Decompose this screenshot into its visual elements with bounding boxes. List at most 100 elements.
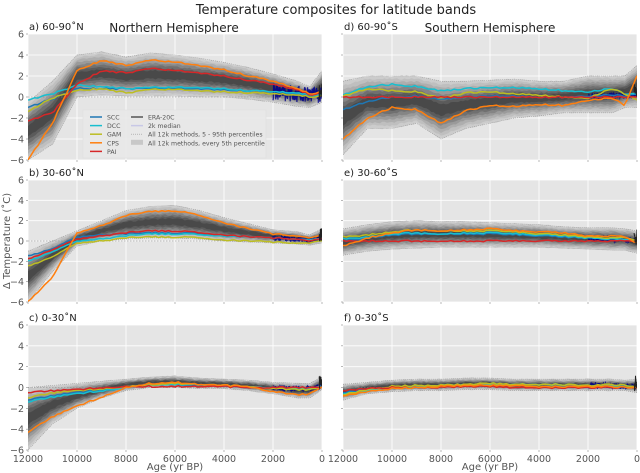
x-tick-label: 6000	[163, 454, 187, 465]
legend-label: DCC	[107, 123, 120, 130]
legend-swatch	[131, 139, 143, 145]
y-tick-label: 4	[18, 341, 24, 352]
series-line-pai	[28, 229, 322, 260]
y-tick-label: 6	[18, 321, 24, 332]
panel-d: d) 60-90˚S	[341, 21, 638, 162]
x-tick-label: 12000	[328, 454, 358, 465]
y-tick-label: −4	[10, 277, 24, 288]
x-tick-label: 0	[634, 454, 640, 465]
panel-label: d) 60-90˚S	[344, 21, 398, 33]
x-tick-label: 0	[319, 454, 325, 465]
panel-e: e) 30-60˚S	[341, 167, 638, 304]
plot-content	[343, 65, 637, 156]
y-tick-label: −2	[10, 257, 24, 268]
panel-label: f) 0-30˚S	[344, 312, 389, 324]
percentile-5-95-upper	[343, 65, 637, 82]
percentile-5-95-lower	[28, 237, 322, 302]
x-tick-label: 8000	[429, 454, 453, 465]
x-tick-label: 4000	[527, 454, 551, 465]
legend-label: PAI	[107, 149, 117, 156]
panel-a: −6 −4 −2 0 2 4 6 a) 60-90˚N	[10, 21, 323, 167]
series-line-cps	[343, 75, 637, 140]
x-tick-label: 2000	[261, 454, 285, 465]
series-line-gam	[28, 381, 322, 399]
percentile-5-95-lower	[343, 107, 637, 155]
x-tick-label: 12000	[13, 454, 43, 465]
series-line-dcc	[343, 82, 637, 96]
panels: −6 −4 −2 0 2 4 6 a) 60-90˚N −6 −4 −2 0 2 4 6 b) 30-60˚N…	[10, 21, 640, 465]
y-tick-label: 4	[18, 51, 24, 62]
y-tick-label: −6	[10, 446, 24, 457]
percentile-band	[343, 82, 637, 126]
y-tick-label: −2	[10, 404, 24, 415]
legend-label: All 12k methods, every 5th percentile	[148, 140, 265, 147]
legend-label: SCC	[107, 115, 120, 122]
plot-content	[343, 375, 637, 401]
x-tick-label: 4000	[212, 454, 236, 465]
legend-label: CPS	[107, 140, 119, 147]
y-tick-label: 0	[18, 93, 24, 104]
series-line-gam	[343, 88, 637, 101]
y-tick-label: 6	[18, 30, 24, 41]
series-line-pai	[343, 385, 637, 392]
y-tick-label: 2	[18, 216, 24, 227]
panel-f: 12000 10000 8000 6000 4000 2000 0 f) 0-30˚S	[328, 312, 640, 465]
y-axis-label: Δ Temperature (˚C)	[1, 193, 13, 289]
y-tick-label: 0	[18, 383, 24, 394]
series-line-era-20c	[633, 84, 637, 97]
plot-content	[28, 205, 322, 302]
panel-label: b) 30-60˚N	[29, 167, 84, 179]
series-line-cps	[343, 227, 637, 247]
legend-label: GAM	[107, 132, 121, 139]
panel-label: a) 60-90˚N	[29, 21, 84, 33]
y-tick-label: −4	[10, 425, 24, 436]
figure-title: Temperature composites for latitude band…	[195, 3, 477, 18]
x-tick-label: 10000	[377, 454, 407, 465]
series-line-gam	[28, 235, 322, 267]
y-tick-label: 2	[18, 362, 24, 373]
series-line-gam	[343, 381, 637, 396]
series-line-pai	[28, 67, 322, 122]
panel-b: −6 −4 −2 0 2 4 6 b) 30-60˚N	[10, 167, 323, 309]
x-axis-label-right: Age (yr BP)	[462, 462, 519, 473]
series-line-era-20c	[633, 229, 637, 245]
plot-content	[28, 51, 322, 160]
series-line-era-20c	[318, 84, 322, 100]
series-line-era-20c	[318, 375, 322, 389]
y-tick-label: −4	[10, 135, 24, 146]
y-tick-label: 2	[18, 72, 24, 83]
panel-c: −6 −4 −2 0 2 4 6 12000 10000 8000 6000 4000 2000 0 c) …	[10, 312, 325, 465]
y-tick-label: −6	[10, 156, 24, 167]
x-tick-label: 10000	[62, 454, 92, 465]
panel-label: e) 30-60˚S	[344, 167, 398, 179]
percentile-5-95-upper	[28, 51, 322, 103]
series-line-pai	[28, 384, 322, 394]
legend-label: 2k median	[148, 123, 181, 130]
x-tick-label: 6000	[478, 454, 502, 465]
series-line-pai	[343, 95, 637, 99]
column-title-northern: Northern Hemisphere	[109, 21, 238, 35]
legend-label: All 12k methods, 5 - 95th percentiles	[148, 132, 263, 139]
y-tick-label: 4	[18, 196, 24, 207]
series-line-cps	[343, 383, 637, 397]
x-axis-label-left: Age (yr BP)	[147, 462, 204, 473]
plot-content	[28, 375, 322, 450]
y-tick-label: −6	[10, 298, 24, 309]
series-line-gam	[343, 229, 637, 241]
series-line-cps	[28, 59, 322, 160]
percentile-5-95-upper	[28, 205, 322, 252]
plot-content	[343, 220, 637, 256]
series-line-cps	[28, 380, 322, 434]
series-line-gam	[28, 87, 322, 113]
series-line-dcc	[28, 84, 322, 101]
series-line-dcc	[343, 231, 637, 242]
series-line-era-20c	[633, 375, 637, 392]
x-tick-label: 8000	[114, 454, 138, 465]
y-tick-label: −2	[10, 114, 24, 125]
series-line-pai	[343, 239, 637, 243]
x-tick-label: 2000	[576, 454, 600, 465]
y-tick-label: 6	[18, 176, 24, 187]
legend-label: ERA-20C	[148, 115, 174, 122]
